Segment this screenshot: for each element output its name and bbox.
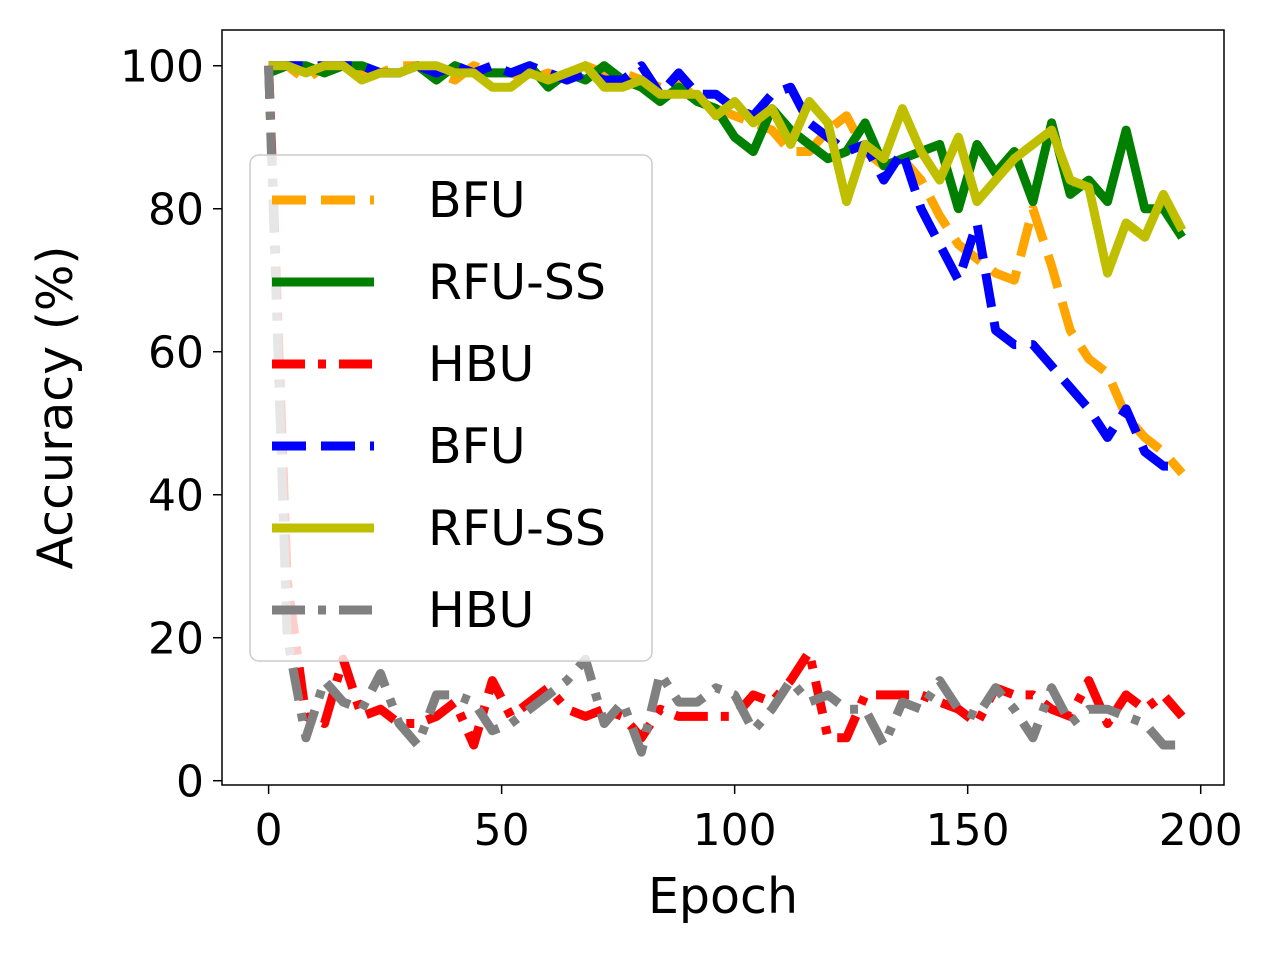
- legend-label-3: BFU: [428, 418, 526, 475]
- y-tick-label: 20: [148, 614, 204, 665]
- x-axis-label: Epoch: [648, 868, 798, 925]
- y-axis-label: Accuracy (%): [27, 245, 84, 569]
- x-tick-label: 200: [1159, 805, 1243, 856]
- legend: BFU RFU-SS HBU BFU RFU-SS HBU: [249, 154, 653, 662]
- x-tick-label: 100: [693, 805, 777, 856]
- y-tick-label: 40: [148, 471, 204, 522]
- series-line-5: [264, 65, 1183, 757]
- axis-ticks: 0 50 100 150 200 0 20 40 60 80 100: [120, 42, 1243, 856]
- legend-label-2: HBU: [428, 336, 534, 393]
- x-tick-label: 150: [926, 805, 1010, 856]
- legend-label-1: RFU-SS: [428, 254, 606, 311]
- y-tick-label: 100: [120, 42, 204, 93]
- legend-label-5: HBU: [428, 582, 534, 639]
- x-tick-label: 50: [474, 805, 530, 856]
- y-tick-label: 60: [148, 328, 204, 379]
- series-line-2: [264, 65, 1186, 750]
- y-tick-label: 80: [148, 185, 204, 236]
- legend-label-0: BFU: [428, 172, 526, 229]
- plot-area-frame: [221, 29, 1225, 786]
- legend-label-4: RFU-SS: [428, 500, 606, 557]
- y-tick-label: 0: [176, 757, 204, 808]
- x-tick-label: 0: [255, 805, 283, 856]
- series-line-4: [268, 61, 1187, 278]
- series-layer: [264, 61, 1187, 757]
